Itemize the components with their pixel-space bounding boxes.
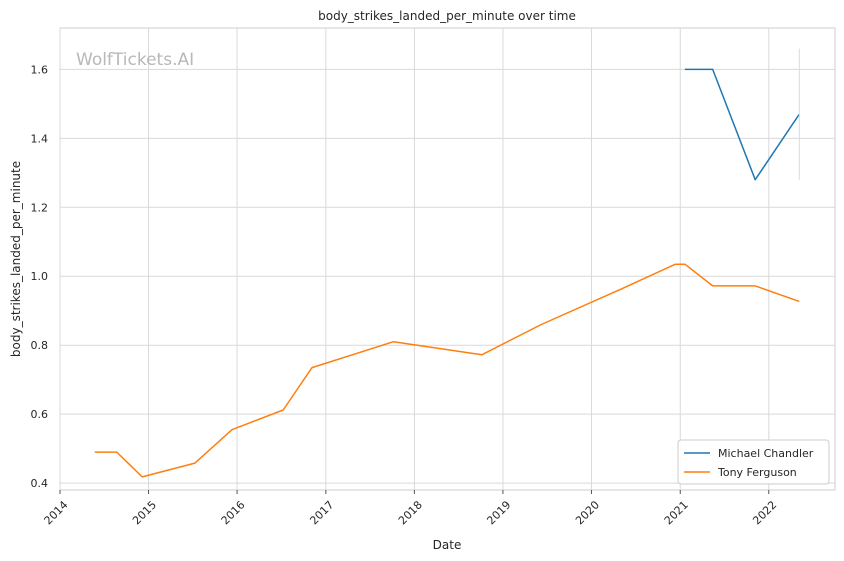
data-point-tony-ferguson [116,451,118,453]
data-point-michael-chandler [712,69,714,71]
x-tick-label: 2020 [573,498,602,527]
data-point-tony-ferguson [754,285,756,287]
legend-label-michael-chandler: Michael Chandler [718,447,814,460]
data-point-tony-ferguson [481,354,483,356]
y-tick-label: 0.8 [31,339,49,352]
plot-area [59,27,836,491]
data-point-tony-ferguson [282,409,284,411]
data-point-tony-ferguson [311,367,313,369]
data-point-michael-chandler [684,69,686,71]
data-point-tony-ferguson [799,301,801,303]
x-tick-label: 2019 [485,498,514,527]
data-point-tony-ferguson [684,263,686,265]
x-tick-label: 2021 [662,498,691,527]
x-tick-label: 2014 [42,498,71,527]
y-tick-label: 1.0 [31,270,49,283]
y-tick-labels: 0.4 0.6 0.8 1.0 1.2 1.4 1.6 [31,63,49,490]
data-point-tony-ferguson [231,429,233,431]
y-tick-label: 1.4 [31,132,49,145]
legend-box [677,439,830,485]
y-axis-title: body_strikes_landed_per_minute [9,161,23,357]
y-tick-label: 0.4 [31,477,49,490]
x-axis-title: Date [433,538,462,552]
data-point-tony-ferguson [194,462,196,464]
x-tick-label: 2015 [130,498,159,527]
data-point-michael-chandler [754,179,756,181]
watermark: WolfTickets.AI [76,50,194,70]
legend: Michael Chandler Tony Ferguson [677,439,830,485]
legend-label-tony-ferguson: Tony Ferguson [717,466,797,479]
series-line-michael-chandler [684,68,800,181]
data-point-tony-ferguson [393,341,395,343]
x-tick-label: 2016 [219,498,248,527]
data-point-tony-ferguson [712,285,714,287]
data-point-tony-ferguson [622,288,624,290]
x-tick-label: 2018 [396,498,425,527]
y-tick-label: 0.6 [31,408,49,421]
data-point-tony-ferguson [675,263,677,265]
data-point-tony-ferguson [141,476,143,478]
data-point-tony-ferguson [540,324,542,326]
series-line-tony-ferguson [94,263,800,478]
y-tick-label: 1.2 [31,201,49,214]
chart-title: body_strikes_landed_per_minute over time [318,9,576,23]
series-group [94,48,801,478]
x-tick-labels: 2014 2015 2016 2017 2018 2019 2020 2021 2022 [42,498,780,527]
x-tick-label: 2017 [307,498,336,527]
data-point-tony-ferguson [94,451,96,453]
y-tick-label: 1.6 [31,63,49,76]
x-tick-label: 2022 [750,498,779,527]
grid [59,28,835,494]
